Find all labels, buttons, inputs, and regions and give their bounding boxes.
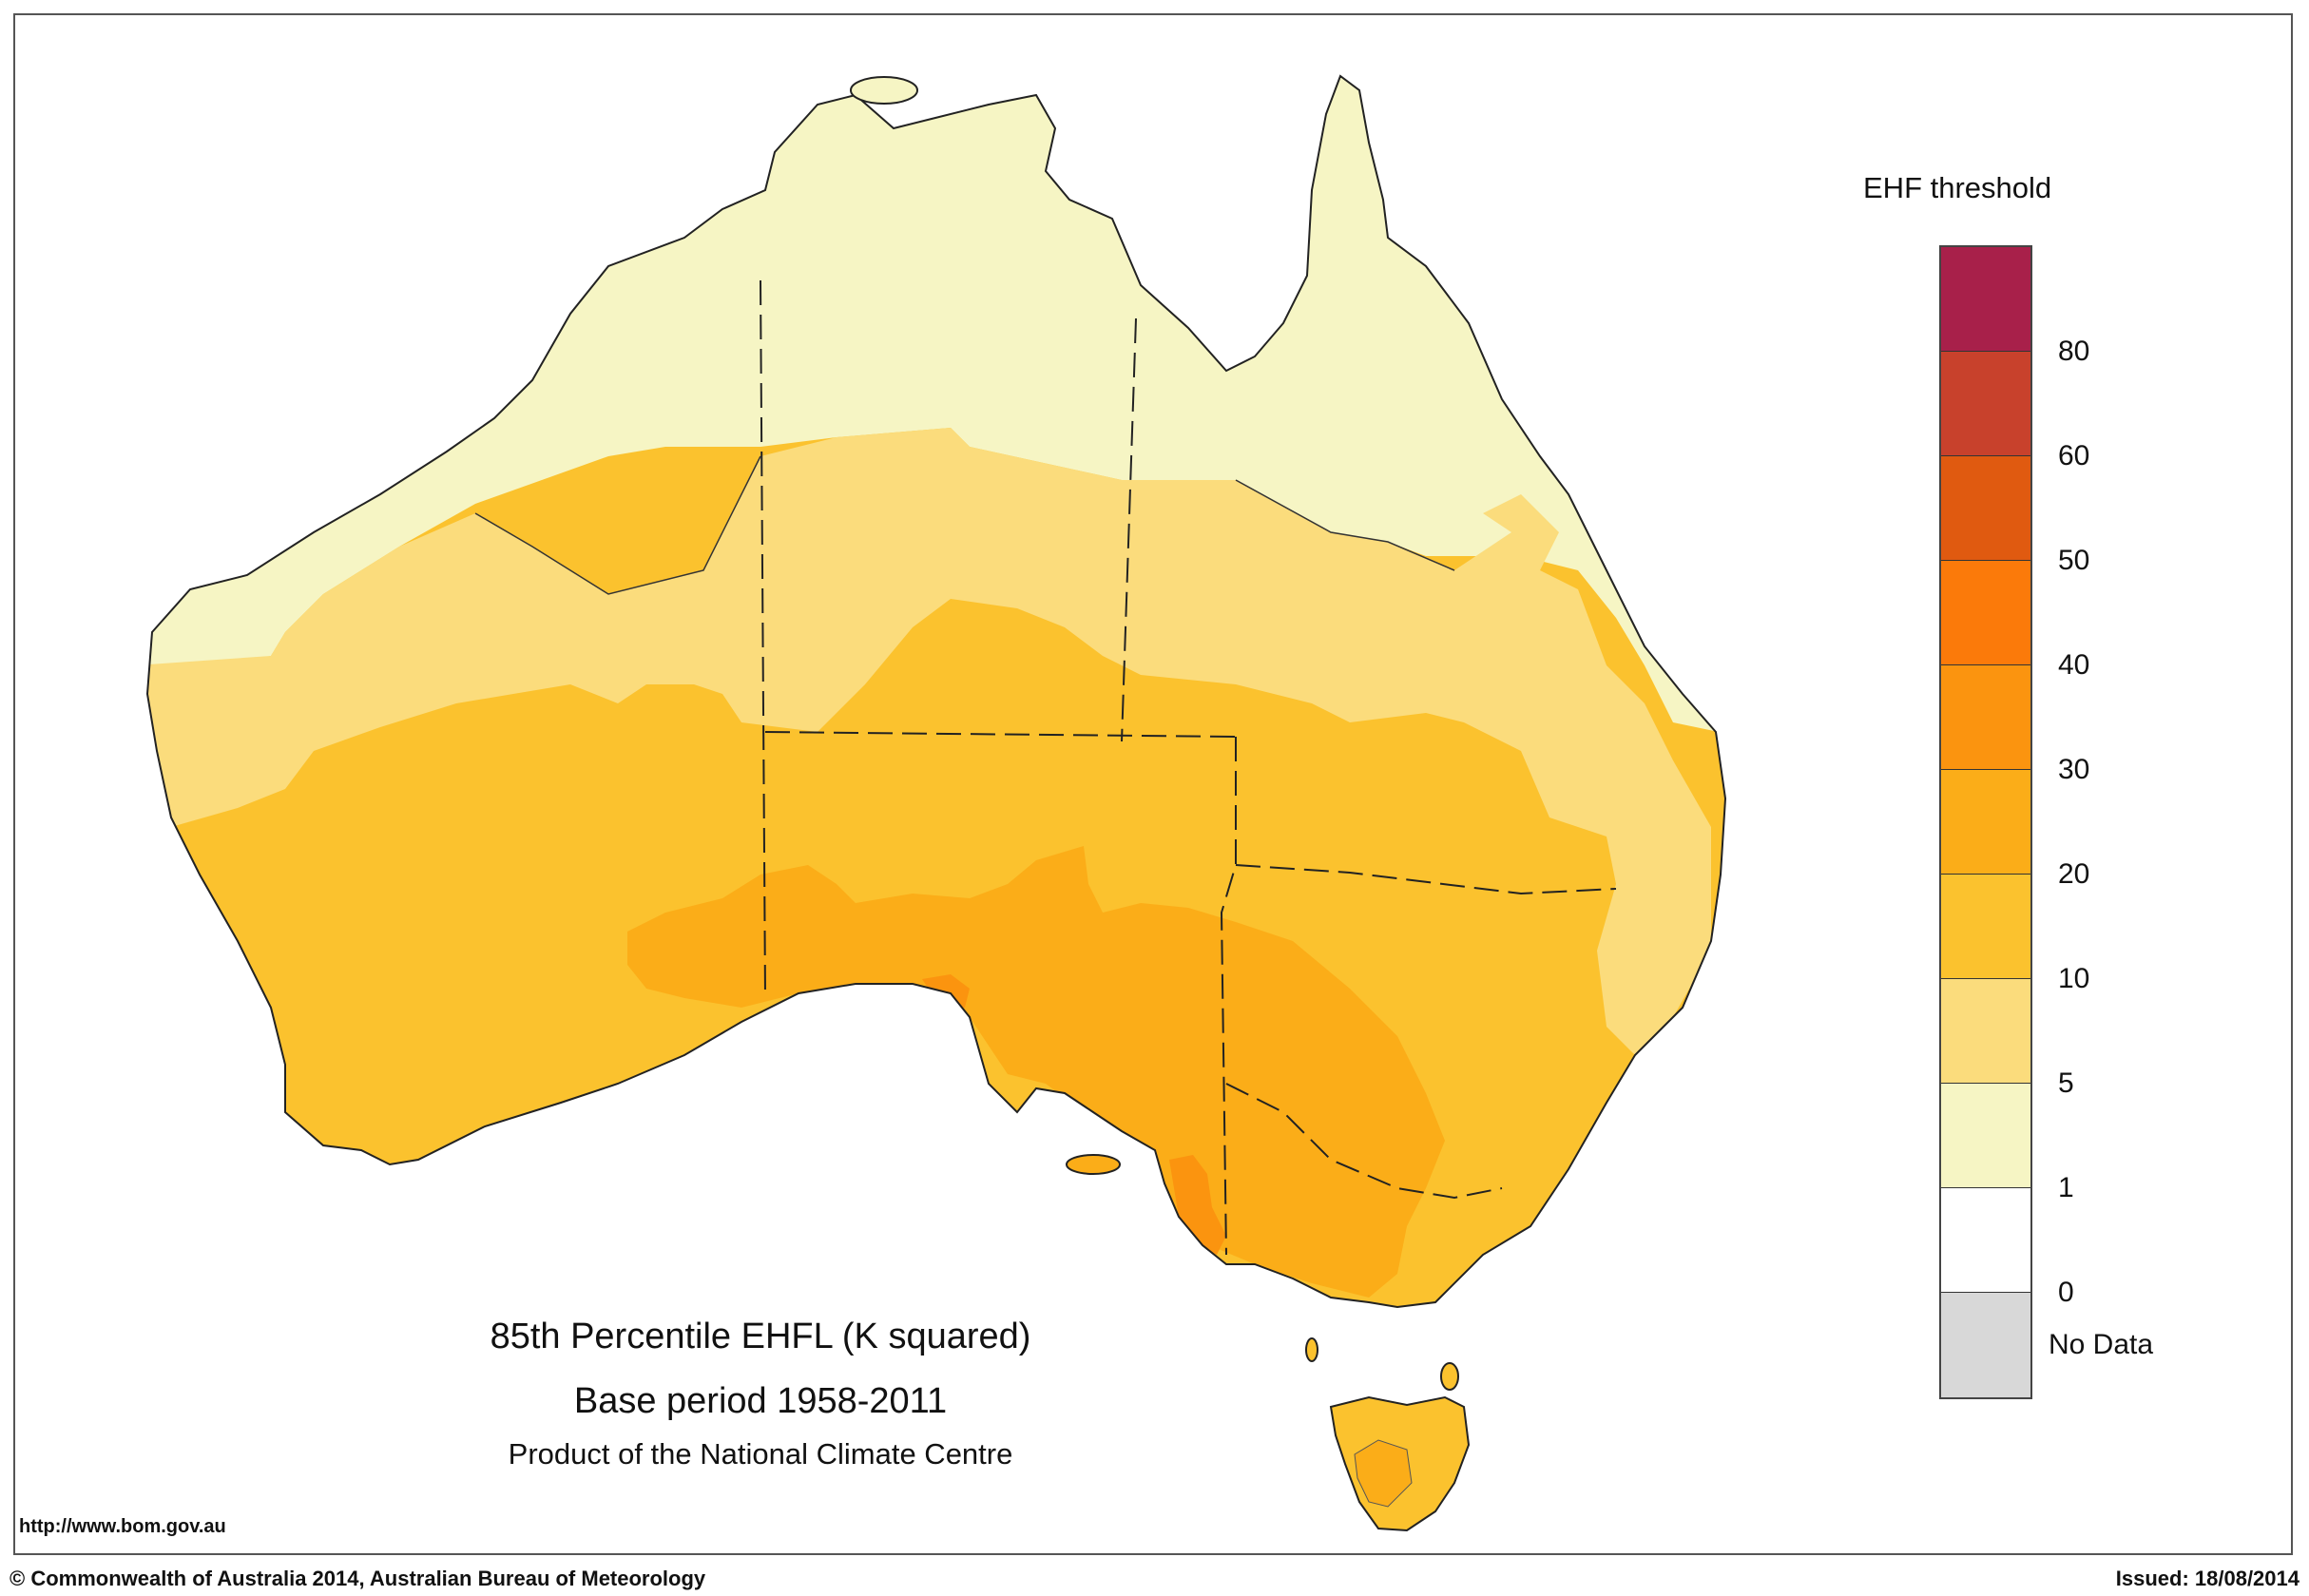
legend-tick-label: 1 bbox=[2058, 1172, 2074, 1203]
legend-swatch bbox=[1941, 1293, 2030, 1397]
legend-tick-label: 60 bbox=[2058, 440, 2090, 471]
legend-swatch bbox=[1941, 875, 2030, 979]
legend-swatch bbox=[1941, 247, 2030, 352]
legend-swatch bbox=[1941, 979, 2030, 1084]
copyright-notice: © Commonwealth of Australia 2014, Austra… bbox=[10, 1567, 706, 1590]
band-5-10 bbox=[147, 428, 1711, 1055]
qld-nsw-border bbox=[1235, 864, 1617, 895]
legend-color-bar bbox=[1939, 245, 2032, 1399]
kangaroo-island bbox=[1066, 1154, 1121, 1175]
king-island bbox=[1305, 1337, 1318, 1362]
map-title: 85th Percentile EHFL (K squared) bbox=[490, 1317, 1031, 1356]
legend-title: EHF threshold bbox=[1863, 171, 2052, 204]
wa-border bbox=[760, 279, 766, 999]
legend-tick-label: 10 bbox=[2058, 963, 2090, 994]
legend-tick-label: 20 bbox=[2058, 858, 2090, 890]
legend-tick-label: 50 bbox=[2058, 545, 2090, 576]
product-line: Product of the National Climate Centre bbox=[508, 1437, 1013, 1471]
legend-swatch bbox=[1941, 770, 2030, 875]
legend-swatch bbox=[1941, 665, 2030, 770]
legend-nodata-label: No Data bbox=[2049, 1329, 2154, 1360]
issued-date: Issued: 18/08/2014 bbox=[2115, 1567, 2299, 1590]
legend-tick-label: 30 bbox=[2058, 754, 2090, 785]
legend-swatch bbox=[1941, 561, 2030, 665]
map-subtitle: Base period 1958-2011 bbox=[573, 1381, 948, 1421]
sa-qld-nsw-border bbox=[1220, 737, 1237, 1256]
legend-tick-label: 0 bbox=[2058, 1277, 2074, 1308]
legend-tick-label: 5 bbox=[2058, 1067, 2074, 1099]
nsw-vic-border bbox=[1225, 1083, 1503, 1200]
legend-swatch bbox=[1941, 352, 2030, 456]
nt-sa-border bbox=[764, 731, 1237, 738]
nt-qld-border bbox=[1121, 317, 1137, 742]
source-url: http://www.bom.gov.au bbox=[19, 1516, 226, 1537]
legend-swatch bbox=[1941, 1188, 2030, 1293]
legend-swatch bbox=[1941, 1084, 2030, 1188]
flinders-island bbox=[1440, 1362, 1459, 1391]
band-30-40-b bbox=[922, 974, 970, 1008]
band-30-40 bbox=[1169, 1155, 1226, 1255]
band-20-30 bbox=[627, 846, 1445, 1298]
contour-lines bbox=[474, 455, 1455, 595]
legend-swatch bbox=[1941, 456, 2030, 561]
legend-tick-label: 40 bbox=[2058, 649, 2090, 681]
state-borders bbox=[760, 279, 1617, 1256]
tasmania-band-20-30 bbox=[1354, 1439, 1413, 1508]
legend-tick-label: 80 bbox=[2058, 336, 2090, 367]
melville-island bbox=[850, 76, 918, 105]
